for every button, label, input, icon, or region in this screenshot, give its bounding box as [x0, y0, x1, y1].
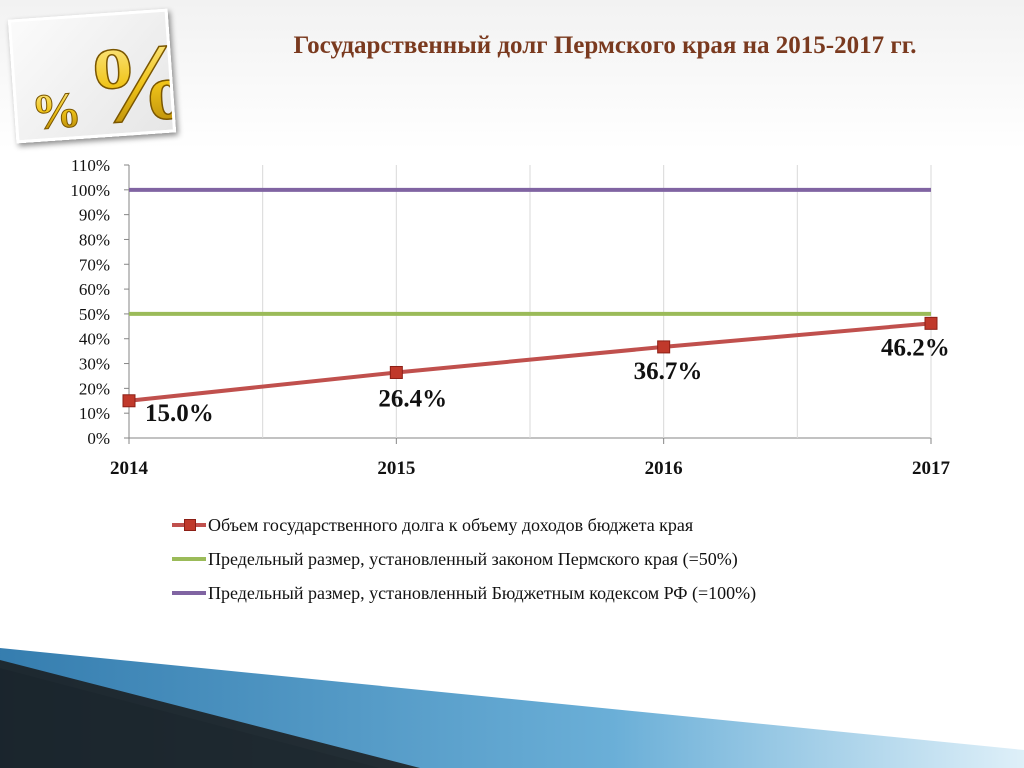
line-chart: 0% 10% 20% 30% 40% 50% 60% 70% 80% 90% 100% 110% 201… — [70, 156, 951, 479]
y-tick-label: 50% — [79, 305, 110, 324]
x-tick-label: 2015 — [377, 458, 415, 479]
data-label: 46.2% — [881, 334, 950, 361]
percent-logo: % % — [7, 8, 177, 144]
y-tick-label: 110% — [71, 156, 110, 175]
legend-item-budget-code-limit: Предельный размер, установленный Бюджетн… — [172, 576, 972, 610]
legend-label-debt-ratio: Объем государственного долга к объему до… — [208, 515, 694, 535]
data-point-marker — [924, 316, 938, 330]
legend-swatch-budget-code-limit — [172, 591, 206, 595]
data-label: 15.0% — [145, 400, 214, 427]
y-tick-label: 40% — [79, 330, 110, 349]
legend-label-regional-limit: Предельный размер, установленный законом… — [208, 549, 738, 569]
data-point-marker — [122, 394, 136, 408]
y-tick-label: 60% — [79, 280, 110, 299]
bottom-decoration — [0, 648, 1024, 768]
percent-sign-icon: % % — [29, 20, 173, 140]
y-tick-label: 100% — [70, 181, 110, 200]
data-label: 36.7% — [634, 358, 703, 385]
y-tick-label: 30% — [79, 355, 110, 374]
y-tick-label: 90% — [79, 206, 110, 225]
y-tick-label: 80% — [79, 230, 110, 249]
page-title: Государственный долг Пермского края на 2… — [293, 32, 917, 59]
legend-label-budget-code-limit: Предельный размер, установленный Бюджетн… — [208, 583, 757, 603]
data-point-marker — [657, 340, 671, 354]
series-line-0 — [128, 321, 932, 403]
data-label: 26.4% — [378, 385, 447, 412]
svg-text:%: % — [82, 21, 173, 140]
y-tick-label: 10% — [79, 404, 110, 423]
y-tick-label: 0% — [87, 429, 110, 448]
x-tick-label: 2016 — [645, 458, 683, 479]
legend-item-debt-ratio: Объем государственного долга к объему до… — [172, 508, 972, 542]
legend-marker-debt-ratio — [184, 519, 196, 531]
y-tick-label: 70% — [79, 255, 110, 274]
legend-swatch-regional-limit — [172, 557, 206, 561]
x-tick-label: 2017 — [912, 458, 951, 479]
x-tick-label: 2014 — [110, 458, 149, 479]
svg-text:%: % — [29, 81, 83, 140]
y-tick-label: 20% — [79, 379, 110, 398]
legend-item-regional-limit: Предельный размер, установленный законом… — [172, 542, 972, 576]
data-point-marker — [389, 365, 403, 379]
chart-legend: Объем государственного долга к объему до… — [172, 508, 972, 610]
